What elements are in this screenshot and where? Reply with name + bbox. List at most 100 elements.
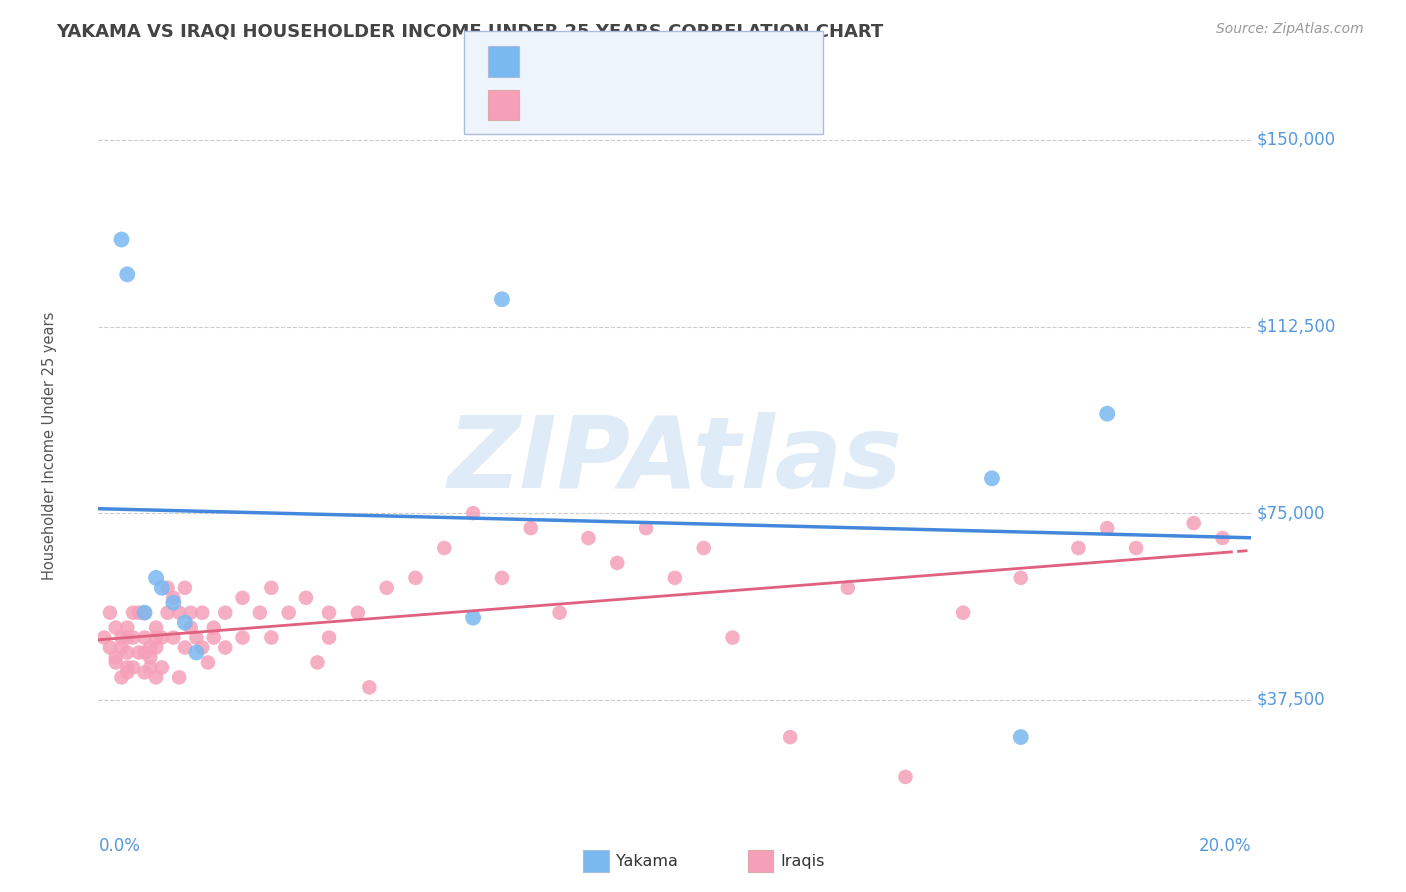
- Point: [134, 606, 156, 620]
- Point: [162, 596, 184, 610]
- Point: [231, 631, 254, 645]
- Point: [110, 640, 132, 655]
- Point: [214, 606, 236, 620]
- Point: [139, 650, 162, 665]
- Text: Iraqis: Iraqis: [780, 854, 825, 869]
- Point: [461, 506, 484, 520]
- Point: [117, 621, 139, 635]
- Point: [1067, 541, 1090, 555]
- Point: [167, 606, 190, 620]
- Point: [117, 268, 139, 282]
- Point: [145, 621, 167, 635]
- Point: [779, 730, 801, 744]
- Point: [117, 665, 139, 680]
- Point: [1010, 730, 1032, 744]
- Text: $75,000: $75,000: [1257, 504, 1326, 522]
- Point: [197, 656, 219, 670]
- Point: [433, 541, 456, 555]
- Point: [202, 621, 225, 635]
- Point: [117, 660, 139, 674]
- Text: Source: ZipAtlas.com: Source: ZipAtlas.com: [1216, 22, 1364, 37]
- Point: [93, 631, 115, 645]
- Point: [578, 531, 600, 545]
- Point: [1125, 541, 1147, 555]
- Point: [180, 621, 202, 635]
- Point: [277, 606, 299, 620]
- Point: [894, 770, 917, 784]
- Point: [318, 631, 340, 645]
- Point: [1097, 521, 1119, 535]
- Point: [260, 631, 283, 645]
- Point: [122, 606, 145, 620]
- Text: R = 0.108   N = 85: R = 0.108 N = 85: [536, 95, 728, 115]
- Text: 0.0%: 0.0%: [98, 838, 141, 855]
- Point: [1182, 516, 1205, 530]
- Point: [461, 610, 484, 624]
- Point: [110, 670, 132, 684]
- Point: [110, 233, 132, 247]
- Point: [128, 645, 150, 659]
- Point: [191, 606, 214, 620]
- Point: [1097, 407, 1119, 421]
- Point: [117, 645, 139, 659]
- Point: [1212, 531, 1234, 545]
- Point: [162, 631, 184, 645]
- Point: [491, 292, 513, 306]
- Point: [150, 581, 173, 595]
- Point: [307, 656, 329, 670]
- Point: [174, 615, 197, 630]
- Point: [375, 581, 398, 595]
- Point: [260, 581, 283, 595]
- Point: [150, 631, 173, 645]
- Point: [359, 681, 381, 695]
- Point: [180, 606, 202, 620]
- Point: [134, 631, 156, 645]
- Point: [156, 581, 179, 595]
- Point: [186, 645, 208, 659]
- Point: [117, 631, 139, 645]
- Point: [150, 660, 173, 674]
- Point: [405, 571, 427, 585]
- Point: [145, 670, 167, 684]
- Point: [134, 606, 156, 620]
- Point: [346, 606, 368, 620]
- Point: [636, 521, 658, 535]
- Point: [606, 556, 628, 570]
- Point: [693, 541, 716, 555]
- Point: [98, 606, 121, 620]
- Point: [318, 606, 340, 620]
- Text: Yakama: Yakama: [616, 854, 678, 869]
- Point: [186, 631, 208, 645]
- Text: R = 0.314   N = 13: R = 0.314 N = 13: [536, 52, 728, 71]
- Point: [295, 591, 318, 605]
- Point: [145, 640, 167, 655]
- Text: YAKAMA VS IRAQI HOUSEHOLDER INCOME UNDER 25 YEARS CORRELATION CHART: YAKAMA VS IRAQI HOUSEHOLDER INCOME UNDER…: [56, 22, 883, 40]
- Point: [548, 606, 571, 620]
- Point: [128, 606, 150, 620]
- Point: [122, 660, 145, 674]
- Point: [174, 640, 197, 655]
- Point: [134, 645, 156, 659]
- Point: [104, 650, 127, 665]
- Point: [162, 591, 184, 605]
- Point: [981, 471, 1004, 485]
- Point: [249, 606, 271, 620]
- Point: [491, 571, 513, 585]
- Point: [110, 631, 132, 645]
- Point: [145, 631, 167, 645]
- Point: [104, 621, 127, 635]
- Point: [134, 665, 156, 680]
- Point: [174, 581, 197, 595]
- Text: $37,500: $37,500: [1257, 690, 1326, 709]
- Point: [156, 606, 179, 620]
- Text: ZIPAtlas: ZIPAtlas: [447, 412, 903, 509]
- Text: $150,000: $150,000: [1257, 131, 1336, 149]
- Text: 20.0%: 20.0%: [1199, 838, 1251, 855]
- Point: [104, 656, 127, 670]
- Point: [122, 631, 145, 645]
- Point: [98, 640, 121, 655]
- Text: $112,500: $112,500: [1257, 318, 1337, 335]
- Point: [202, 631, 225, 645]
- Point: [191, 640, 214, 655]
- Point: [721, 631, 744, 645]
